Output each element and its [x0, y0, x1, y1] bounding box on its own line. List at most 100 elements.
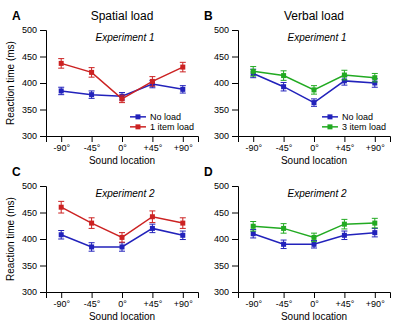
x-tick: -90° — [53, 136, 70, 153]
plot-area — [58, 59, 186, 103]
y-tick-label: 500 — [214, 181, 229, 191]
y-tick: 300 — [214, 131, 238, 141]
x-tick: -90° — [245, 136, 262, 153]
legend-label: 1 item load — [150, 122, 194, 132]
x-tick-label: -90° — [53, 299, 70, 309]
y-tick-label: 500 — [214, 25, 229, 35]
error-bar — [180, 218, 186, 229]
x-tick-label: -90° — [245, 143, 262, 153]
panel: 300350400450500-90°-45°0°+45°+90°Experim… — [204, 9, 391, 166]
x-tick: 0° — [310, 292, 319, 309]
y-tick: 350 — [214, 261, 238, 271]
x-tick-label: -90° — [53, 143, 70, 153]
marker — [312, 242, 317, 247]
panel-label: C — [12, 165, 21, 179]
marker — [89, 70, 94, 75]
error-bar — [180, 86, 186, 93]
y-tick-label: 350 — [214, 261, 229, 271]
series-line — [253, 73, 375, 102]
y-tick-mark — [232, 239, 238, 240]
y-tick-label: 350 — [22, 105, 37, 115]
error-bar — [311, 233, 317, 241]
x-tick-mark — [183, 292, 184, 298]
marker — [59, 88, 64, 93]
x-axis-title: Sound location — [281, 155, 347, 166]
marker — [59, 205, 64, 210]
y-tick: 450 — [22, 208, 46, 218]
y-tick-label: 450 — [214, 52, 229, 62]
y-tick-mark — [232, 83, 238, 84]
marker — [251, 231, 256, 236]
y-tick-mark — [232, 110, 238, 111]
error-bar — [149, 211, 155, 223]
y-tick-mark — [232, 266, 238, 267]
marker — [59, 232, 64, 237]
y-tick-mark — [232, 213, 238, 214]
x-tick: 0° — [118, 136, 127, 153]
marker — [251, 224, 256, 229]
error-bar — [58, 59, 64, 69]
y-tick-mark — [232, 30, 238, 31]
marker — [180, 65, 185, 70]
y-tick-mark — [40, 83, 46, 84]
x-tick-mark — [344, 292, 345, 298]
x-tick-mark — [344, 136, 345, 142]
x-tick-mark — [92, 292, 93, 298]
series — [250, 218, 378, 241]
y-axis-title: Reaction time (ms) — [5, 197, 16, 281]
y-axis: 300 350 400 450 500 — [214, 181, 239, 297]
plot-area — [58, 201, 186, 251]
error-bar — [341, 70, 347, 80]
x-tick-label: -45° — [84, 299, 101, 309]
y-tick-label: 350 — [22, 261, 37, 271]
y-tick: 500 — [214, 25, 238, 35]
marker — [342, 222, 347, 227]
x-axis-line — [239, 293, 391, 299]
y-tick: 400 — [214, 234, 238, 244]
legend-marker — [135, 124, 140, 129]
y-tick-label: 300 — [214, 287, 229, 297]
error-bar — [372, 228, 378, 236]
x-axis-title: Sound location — [89, 311, 155, 322]
x-tick-mark — [122, 136, 123, 142]
y-tick-label: 300 — [22, 131, 37, 141]
marker — [372, 230, 377, 235]
y-axis-line — [40, 187, 47, 293]
error-bar — [372, 218, 378, 228]
marker — [312, 87, 317, 92]
y-tick: 400 — [22, 78, 46, 88]
y-tick-label: 400 — [22, 234, 37, 244]
plot-area — [250, 67, 378, 107]
legend: No load3 item load — [322, 112, 386, 132]
x-tick-label: -45° — [276, 143, 293, 153]
y-tick-label: 450 — [214, 208, 229, 218]
x-tick-mark — [122, 292, 123, 298]
y-tick: 300 — [22, 131, 46, 141]
y-tick: 450 — [214, 208, 238, 218]
y-tick-label: 300 — [22, 287, 37, 297]
x-tick-label: -90° — [245, 299, 262, 309]
series-line — [61, 63, 183, 99]
x-tick-mark — [152, 292, 153, 298]
x-tick: -90° — [245, 292, 262, 309]
error-bar — [250, 222, 256, 232]
x-tick-mark — [92, 136, 93, 142]
error-bar — [58, 201, 64, 213]
marker — [281, 226, 286, 231]
subtitle: Experiment 1 — [96, 32, 155, 43]
x-tick: -45° — [84, 292, 101, 309]
y-tick-mark — [40, 30, 46, 31]
error-bar — [311, 86, 317, 94]
legend-label: No load — [150, 112, 181, 122]
error-bar — [281, 71, 287, 81]
x-tick-label: +90° — [174, 299, 193, 309]
y-tick: 400 — [22, 234, 46, 244]
x-tick-mark — [183, 136, 184, 142]
x-axis-title: Sound location — [281, 311, 347, 322]
y-tick-label: 450 — [22, 52, 37, 62]
y-tick-label: 400 — [22, 78, 37, 88]
marker — [89, 92, 94, 97]
legend: No load1 item load — [130, 112, 194, 132]
x-tick-mark — [61, 292, 62, 298]
error-bar — [180, 231, 186, 239]
